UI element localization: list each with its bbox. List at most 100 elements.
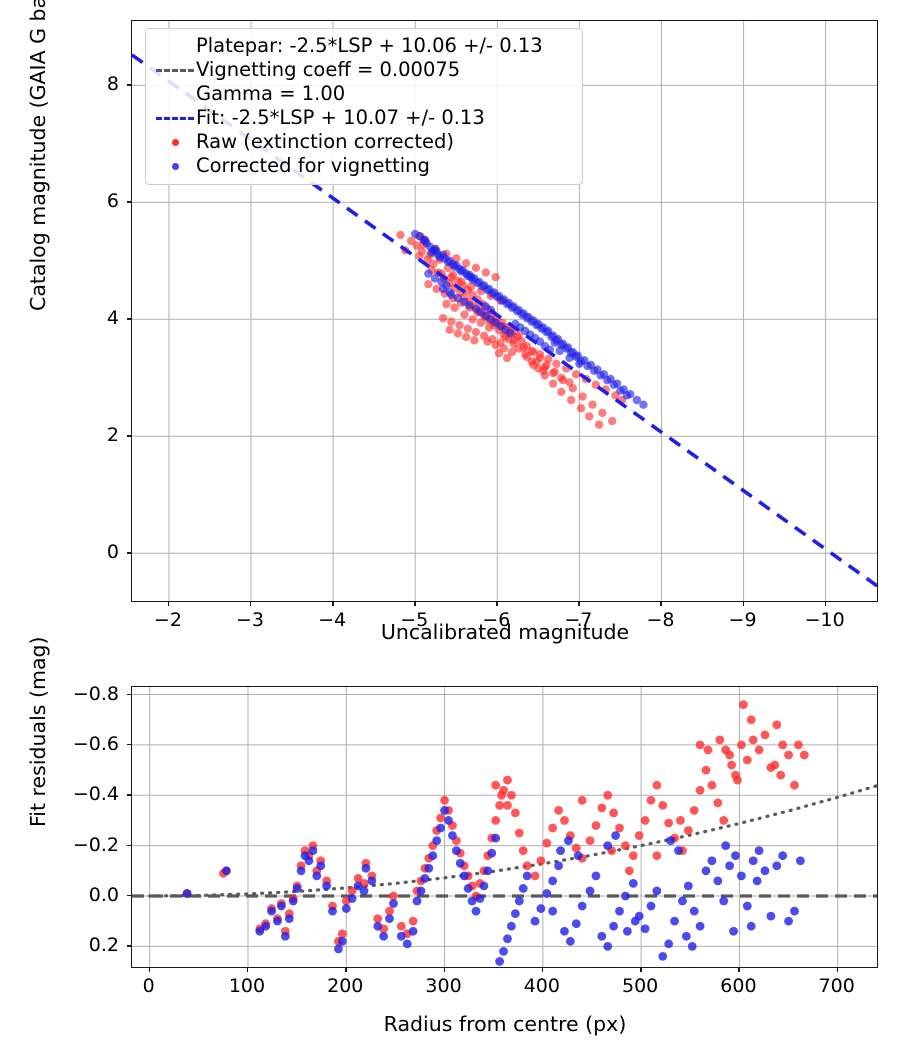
x-tick	[836, 968, 839, 972]
data-point	[585, 412, 594, 421]
data-point	[721, 745, 731, 755]
data-point	[459, 871, 469, 881]
data-point	[571, 370, 581, 379]
data-point	[408, 926, 418, 936]
y-tick-label: −0.6	[72, 732, 119, 755]
fit-residuals-axes	[131, 686, 878, 968]
data-point	[729, 926, 738, 936]
y-tick-label: 2	[106, 424, 119, 447]
data-point	[566, 395, 576, 405]
data-point	[440, 805, 449, 815]
x-tick-label: 0	[142, 975, 155, 997]
x-tick	[250, 602, 252, 606]
y-tick	[127, 743, 131, 746]
data-point	[609, 808, 619, 818]
data-point	[424, 863, 434, 873]
data-point	[615, 823, 624, 833]
x-tick	[148, 968, 151, 972]
data-point	[455, 858, 465, 868]
data-point	[522, 861, 532, 871]
data-point	[359, 886, 369, 896]
data-point	[292, 884, 302, 893]
x-tick-label: −3	[236, 609, 265, 631]
data-point	[341, 904, 351, 913]
data-point	[695, 785, 705, 795]
data-point	[576, 404, 586, 413]
y-tick	[127, 435, 131, 437]
data-point	[502, 353, 512, 363]
data-point	[353, 873, 363, 883]
data-point	[616, 386, 625, 395]
data-point	[529, 360, 538, 370]
data-point	[221, 866, 231, 876]
data-point	[445, 325, 454, 335]
data-point	[527, 346, 536, 356]
data-point	[436, 813, 446, 823]
bottom-xaxis-label: Radius from centre (px)	[383, 1012, 627, 1036]
data-point	[795, 856, 805, 866]
data-point	[448, 260, 458, 269]
x-tick-label: 200	[327, 975, 364, 997]
y-tick-label: −0.4	[72, 783, 119, 806]
data-point	[727, 760, 736, 770]
legend: Platepar: -2.5*LSP + 10.06 +/- 0.13 Vign…	[145, 28, 583, 185]
x-tick	[738, 968, 740, 972]
data-point	[589, 366, 599, 375]
data-point	[481, 268, 490, 277]
data-point	[596, 371, 605, 380]
legend-gamma-label: Gamma = 1.00	[196, 82, 346, 105]
data-point	[591, 821, 601, 830]
data-point	[483, 866, 493, 876]
data-point	[518, 884, 528, 893]
x-tick	[824, 602, 827, 606]
data-point	[475, 894, 485, 903]
data-point	[721, 841, 731, 851]
data-point	[514, 896, 524, 906]
x-tick-label: −10	[804, 609, 845, 631]
data-point	[448, 831, 457, 840]
data-point	[522, 871, 532, 881]
data-point	[548, 823, 558, 833]
data-point	[689, 906, 699, 916]
data-point	[476, 318, 486, 328]
data-point	[640, 816, 650, 825]
data-point	[389, 899, 398, 908]
top-yaxis-label: Catalog magnitude (GAIA G band)	[26, 0, 50, 311]
data-point	[316, 861, 326, 871]
data-point	[455, 264, 464, 274]
data-point	[361, 863, 371, 873]
x-tick-label: 600	[720, 975, 757, 997]
data-point	[560, 816, 569, 825]
data-point	[639, 400, 648, 409]
x-tick	[541, 968, 544, 972]
data-point	[468, 315, 477, 324]
data-point	[466, 282, 476, 291]
data-point	[506, 790, 516, 800]
vignetting-model-curve	[148, 784, 877, 898]
data-point	[367, 876, 377, 886]
data-point	[799, 750, 809, 760]
data-point	[432, 836, 442, 845]
data-point	[267, 906, 276, 916]
data-point	[255, 926, 265, 936]
data-point	[402, 939, 412, 949]
data-point	[736, 871, 746, 881]
data-point	[499, 946, 508, 956]
data-point	[497, 790, 506, 800]
legend-entry-corrected: Corrected for vignetting	[154, 154, 574, 178]
data-point	[479, 881, 489, 891]
x-tick-label: −4	[318, 609, 347, 631]
data-point	[652, 851, 662, 861]
data-point	[715, 735, 725, 745]
data-point	[687, 941, 697, 951]
data-point	[461, 258, 471, 268]
data-point	[495, 800, 505, 810]
x-tick-label: −6	[482, 609, 511, 631]
data-point	[664, 818, 674, 828]
data-point	[577, 795, 587, 805]
data-point	[564, 836, 573, 845]
data-point	[719, 896, 729, 906]
data-point	[794, 740, 803, 750]
data-point	[713, 798, 723, 808]
y-tick	[127, 552, 131, 554]
